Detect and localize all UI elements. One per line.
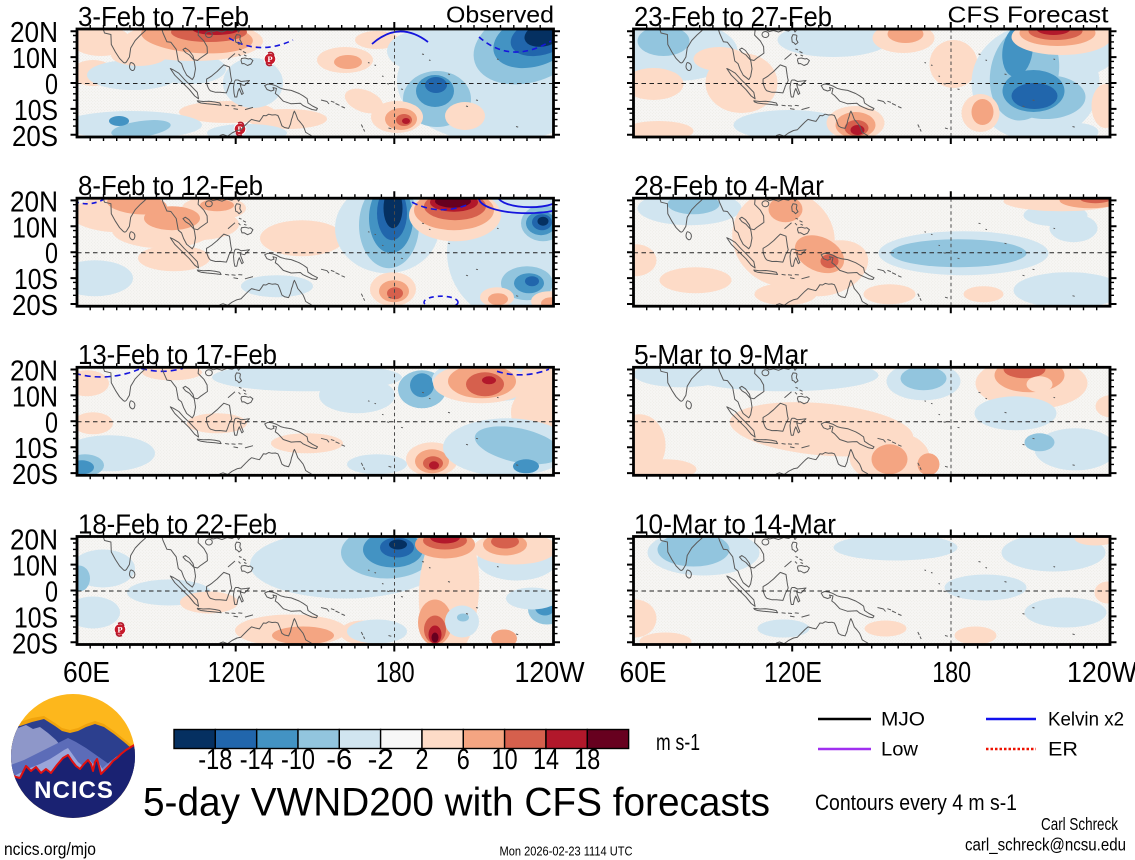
svg-text:0: 0 bbox=[45, 238, 58, 270]
svg-text:ncics.org/mjo: ncics.org/mjo bbox=[4, 839, 96, 859]
svg-text:0: 0 bbox=[45, 69, 58, 101]
svg-text:14: 14 bbox=[533, 744, 559, 776]
svg-text:20S: 20S bbox=[12, 290, 58, 322]
svg-text:6: 6 bbox=[457, 744, 470, 776]
svg-text:m s-1: m s-1 bbox=[656, 729, 700, 755]
svg-text:120E: 120E bbox=[764, 657, 822, 689]
svg-text:60E: 60E bbox=[620, 657, 667, 689]
svg-text:MJO: MJO bbox=[881, 710, 925, 731]
svg-text:0: 0 bbox=[45, 577, 58, 609]
svg-text:180: 180 bbox=[376, 657, 415, 689]
svg-text:-18: -18 bbox=[198, 744, 232, 776]
svg-text:5-Mar to 9-Mar: 5-Mar to 9-Mar bbox=[634, 339, 808, 370]
svg-text:20N: 20N bbox=[10, 356, 58, 388]
svg-text:120W: 120W bbox=[1067, 657, 1135, 689]
svg-text:18-Feb to 22-Feb: 18-Feb to 22-Feb bbox=[78, 508, 277, 539]
svg-text:Mon 2026-02-23 1114 UTC: Mon 2026-02-23 1114 UTC bbox=[500, 845, 633, 859]
svg-text:10N: 10N bbox=[12, 381, 58, 413]
svg-text:13-Feb to 17-Feb: 13-Feb to 17-Feb bbox=[78, 339, 277, 370]
svg-text:10S: 10S bbox=[14, 264, 58, 296]
svg-text:8-Feb to 12-Feb: 8-Feb to 12-Feb bbox=[78, 170, 263, 201]
svg-text:-6: -6 bbox=[326, 744, 352, 776]
svg-text:20N: 20N bbox=[10, 186, 58, 218]
svg-text:P: P bbox=[117, 625, 122, 635]
svg-text:20N: 20N bbox=[10, 525, 58, 557]
svg-text:-14: -14 bbox=[240, 744, 274, 776]
svg-text:-10: -10 bbox=[281, 744, 315, 776]
svg-text:120W: 120W bbox=[515, 657, 585, 689]
svg-text:20S: 20S bbox=[12, 459, 58, 491]
svg-text:NCICS: NCICS bbox=[34, 777, 114, 804]
svg-text:10S: 10S bbox=[14, 433, 58, 465]
svg-text:10S: 10S bbox=[14, 602, 58, 634]
svg-text:Carl Schreck: Carl Schreck bbox=[1041, 814, 1118, 834]
svg-text:120E: 120E bbox=[208, 657, 266, 689]
svg-text:CFS Forecast: CFS Forecast bbox=[948, 2, 1110, 28]
svg-text:Low: Low bbox=[881, 740, 918, 761]
svg-text:20S: 20S bbox=[12, 628, 58, 660]
svg-text:P: P bbox=[237, 124, 242, 134]
svg-text:carl_schreck@ncsu.edu: carl_schreck@ncsu.edu bbox=[965, 835, 1126, 856]
svg-text:10-Mar to 14-Mar: 10-Mar to 14-Mar bbox=[634, 508, 836, 539]
svg-text:2: 2 bbox=[416, 744, 429, 776]
svg-text:20S: 20S bbox=[12, 121, 58, 153]
svg-text:0: 0 bbox=[45, 407, 58, 439]
svg-text:10N: 10N bbox=[12, 43, 58, 75]
svg-text:10N: 10N bbox=[12, 212, 58, 244]
svg-text:28-Feb to 4-Mar: 28-Feb to 4-Mar bbox=[634, 170, 824, 201]
svg-text:10S: 10S bbox=[14, 95, 58, 127]
svg-text:-2: -2 bbox=[368, 744, 394, 776]
svg-text:Kelvin x2: Kelvin x2 bbox=[1048, 710, 1124, 731]
svg-text:60E: 60E bbox=[63, 657, 110, 689]
svg-text:10: 10 bbox=[492, 744, 518, 776]
svg-text:180: 180 bbox=[932, 657, 971, 689]
svg-text:18: 18 bbox=[574, 744, 600, 776]
svg-text:Contours every 4 m s-1: Contours every 4 m s-1 bbox=[815, 790, 1017, 815]
svg-text:23-Feb to 27-Feb: 23-Feb to 27-Feb bbox=[634, 1, 832, 32]
svg-text:10N: 10N bbox=[12, 551, 58, 583]
svg-text:P: P bbox=[267, 54, 272, 64]
svg-text:20N: 20N bbox=[10, 17, 58, 49]
svg-text:Observed: Observed bbox=[446, 2, 554, 28]
svg-text:ER: ER bbox=[1048, 740, 1078, 761]
svg-text:3-Feb to 7-Feb: 3-Feb to 7-Feb bbox=[78, 1, 249, 32]
svg-text:5-day VWND200 with CFS forecas: 5-day VWND200 with CFS forecasts bbox=[143, 781, 770, 825]
